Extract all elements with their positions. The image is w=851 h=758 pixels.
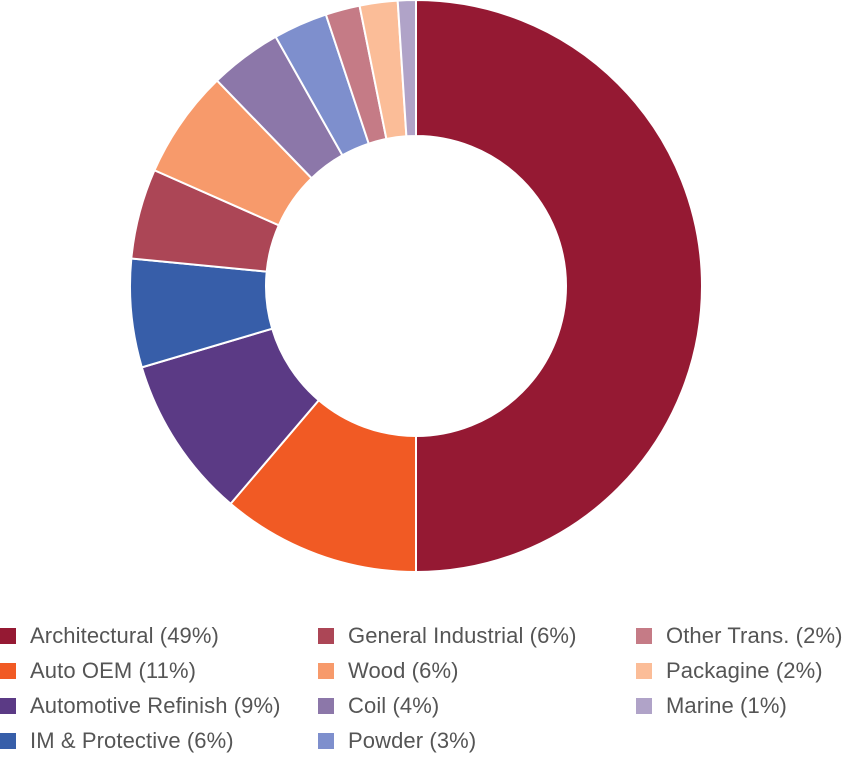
legend-label: Packagine (2%) <box>666 658 823 683</box>
legend-swatch <box>636 628 652 644</box>
legend-swatch <box>636 698 652 714</box>
legend-label: General Industrial (6%) <box>348 623 577 648</box>
slice-architectural <box>415 0 703 574</box>
legend-item-auto-oem: Auto OEM (11%) <box>0 655 196 687</box>
donut-chart <box>129 0 703 574</box>
legend-swatch <box>0 698 16 714</box>
legend-label: Powder (3%) <box>348 728 477 753</box>
legend-label: Marine (1%) <box>666 693 787 718</box>
legend-item-architectural: Architectural (49%) <box>0 620 219 652</box>
slice-marine <box>396 0 417 138</box>
legend-swatch <box>318 663 334 679</box>
legend-label: Architectural (49%) <box>30 623 219 648</box>
legend-item-packagine: Packagine (2%) <box>636 655 823 687</box>
legend-item-im-protective: IM & Protective (6%) <box>0 725 234 757</box>
legend-item-automotive-refinish: Automotive Refinish (9%) <box>0 690 281 722</box>
legend-label: Wood (6%) <box>348 658 459 683</box>
legend-swatch <box>0 663 16 679</box>
legend-swatch <box>636 663 652 679</box>
legend-swatch <box>0 628 16 644</box>
legend-swatch <box>318 698 334 714</box>
legend-label: Coil (4%) <box>348 693 440 718</box>
legend-swatch <box>318 628 334 644</box>
donut-slices <box>129 0 703 574</box>
legend-label: Other Trans. (2%) <box>666 623 843 648</box>
legend-item-general-industrial: General Industrial (6%) <box>318 620 577 652</box>
legend-item-other-trans: Other Trans. (2%) <box>636 620 843 652</box>
legend-label: IM & Protective (6%) <box>30 728 234 753</box>
legend-label: Automotive Refinish (9%) <box>30 693 281 718</box>
legend-swatch <box>0 733 16 749</box>
legend-swatch <box>318 733 334 749</box>
legend-item-powder: Powder (3%) <box>318 725 476 757</box>
legend-label: Auto OEM (11%) <box>30 658 197 683</box>
chart-legend: Architectural (49%) General Industrial (6… <box>0 620 851 755</box>
legend-item-coil: Coil (4%) <box>318 690 439 722</box>
legend-item-wood: Wood (6%) <box>318 655 459 687</box>
legend-item-marine: Marine (1%) <box>636 690 787 722</box>
